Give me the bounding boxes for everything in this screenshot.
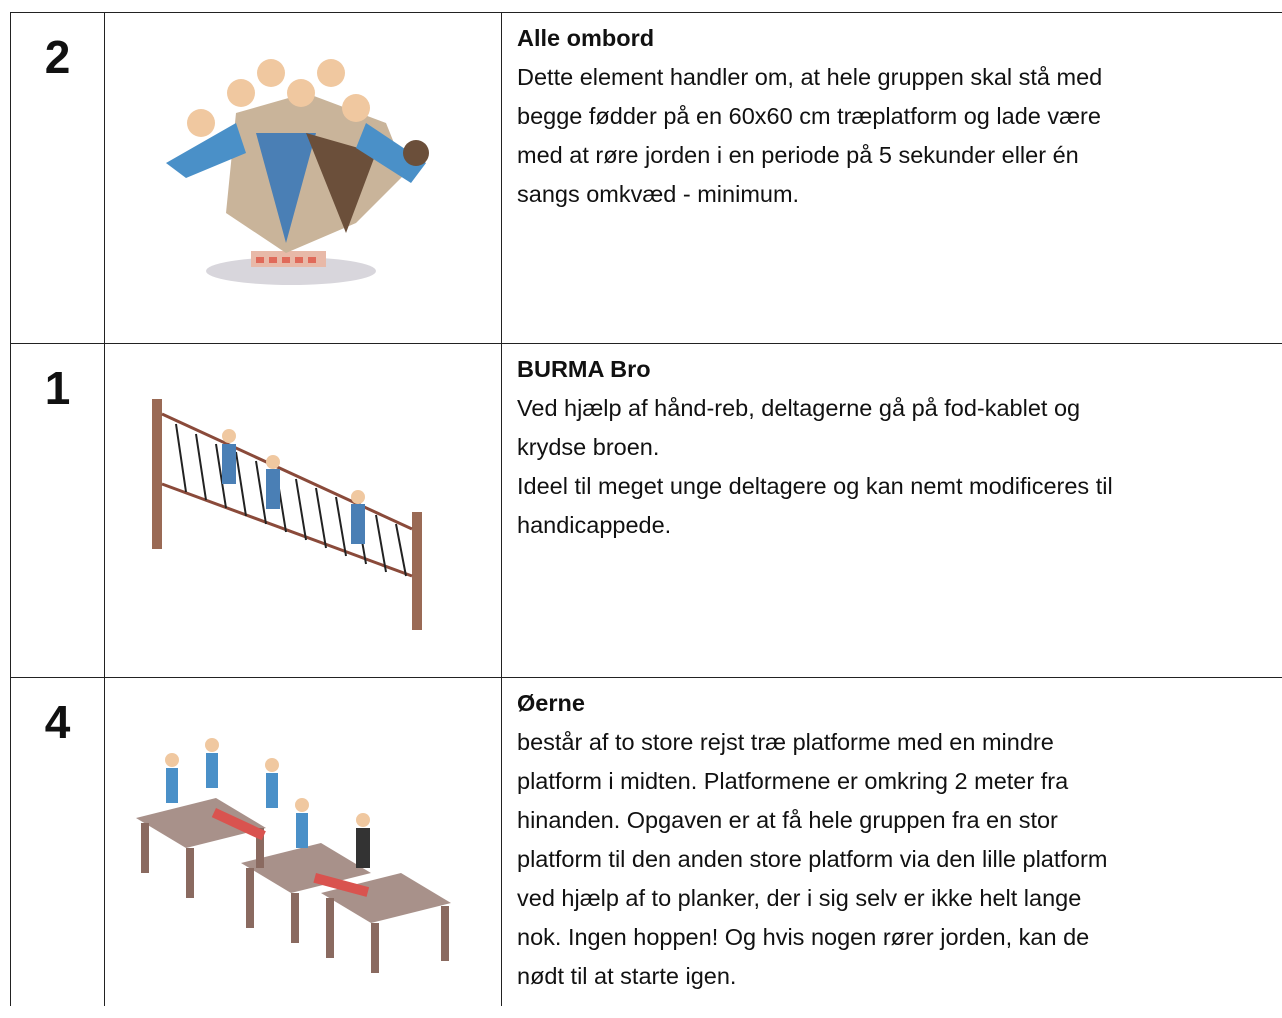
text-line: platform til den anden store platform vi… [517, 846, 1108, 872]
row-number: 1 [44, 362, 71, 414]
text-line: sangs omkvæd - minimum. [517, 181, 800, 207]
text-line: nødt til at starte igen. [517, 963, 737, 989]
row-title: Øerne [517, 690, 585, 716]
text-line: begge fødder på en 60x60 cm træplatform … [517, 103, 1101, 129]
border [501, 12, 502, 1006]
row-title: Alle ombord [517, 25, 655, 51]
text-line: handicappede. [517, 512, 672, 538]
text-line: med at røre jorden i en periode på 5 sek… [517, 142, 1079, 168]
text-line: Ved hjælp af hånd-reb, deltagerne gå på … [517, 395, 1081, 421]
illustration [136, 738, 451, 973]
row-number: 2 [44, 31, 71, 83]
row-text: BURMA Bro Ved hjælp af hånd-reb, deltager… [517, 350, 1282, 545]
text-line: Ideel til meget unge deltagere og kan ne… [517, 473, 1113, 499]
row-text: Alle ombord Dette element handler om, at … [517, 19, 1282, 214]
table-row: 1 BURMA Bro Ved hjælp af hånd-reb, deltag… [10, 343, 1282, 678]
border [104, 12, 105, 1006]
text-line: krydse broen. [517, 434, 660, 460]
text-line: nok. Ingen hoppen! Og hvis nogen rører j… [517, 924, 1090, 950]
table-row: 2 Alle ombord Dette element handler om, a… [10, 12, 1282, 344]
text-line: ved hjælp af to planker, der i sig selv … [517, 885, 1082, 911]
text-line: Dette element handler om, at hele gruppe… [517, 64, 1103, 90]
text-line: platform i midten. Platformene er omkrin… [517, 768, 1069, 794]
illustration [152, 399, 422, 630]
text-line: består af to store rejst træ platforme m… [517, 729, 1054, 755]
row-number: 4 [44, 696, 71, 748]
illustration [166, 59, 429, 285]
text-line: hinanden. Opgaven er at få hele gruppen … [517, 807, 1058, 833]
border [10, 12, 11, 1006]
row-text: Øerne består af to store rejst træ platfo… [517, 684, 1282, 996]
row-title: BURMA Bro [517, 356, 651, 382]
table-row: 4 Øerne består af to store rejst træ plat… [10, 677, 1282, 1018]
